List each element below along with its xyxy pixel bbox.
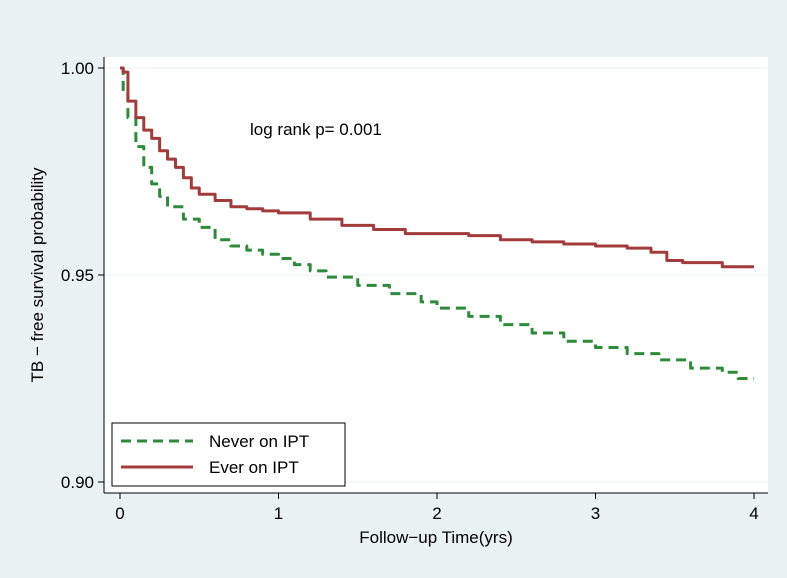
series-lines: [120, 66, 754, 380]
y-tick-label-2: 1.00: [61, 59, 94, 78]
x-tick-label-2: 2: [432, 504, 441, 523]
legend-box: [111, 422, 346, 487]
axes: 0.90 0.95 1.00 0 1 2 3 4: [61, 57, 768, 523]
x-tick-label-3: 3: [591, 504, 600, 523]
x-tick-label-1: 1: [274, 504, 283, 523]
series-line-ever-on-ipt: [120, 66, 754, 269]
x-axis-title: Follow−up Time(yrs): [359, 528, 513, 547]
legend-label-never-on-ipt: Never on IPT: [209, 432, 309, 451]
legend-label-ever-on-ipt: Ever on IPT: [209, 458, 299, 477]
y-tick-label-0: 0.90: [61, 473, 94, 492]
x-tick-label-0: 0: [115, 504, 124, 523]
series-line-never-on-ipt: [120, 66, 754, 380]
x-tick-label-4: 4: [749, 504, 758, 523]
legend: Never on IPT Ever on IPT: [111, 422, 346, 487]
y-axis-title: TB − free survival probability: [28, 167, 47, 382]
annotation-text: log rank p= 0.001: [250, 120, 382, 139]
y-tick-label-1: 0.95: [61, 266, 94, 285]
